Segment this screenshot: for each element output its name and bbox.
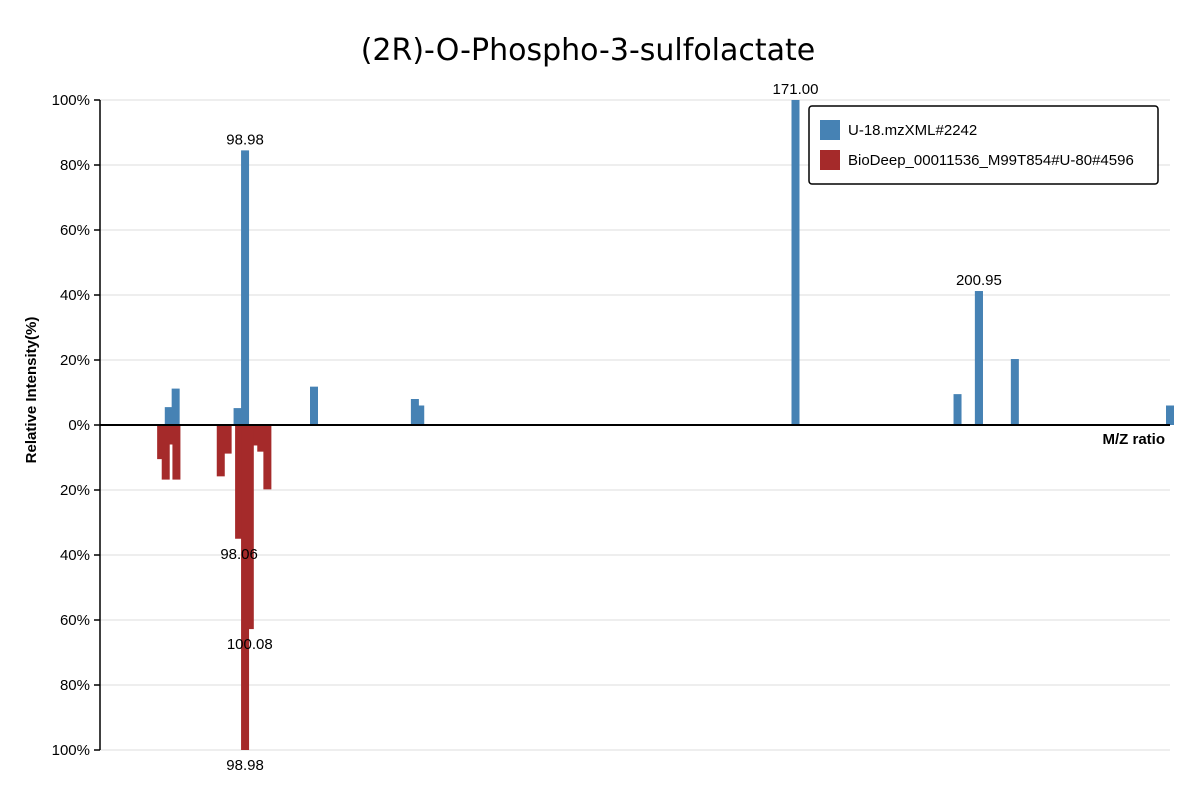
peak-label: 200.95 xyxy=(956,272,1002,289)
spectrum-bar xyxy=(245,425,254,630)
spectrum-bar xyxy=(974,291,983,425)
spectrum-bar xyxy=(223,425,232,454)
spectrum-bar xyxy=(233,408,242,425)
y-tick-label: 60% xyxy=(60,612,90,629)
spectrum-bar xyxy=(167,425,176,445)
spectrum-bar xyxy=(172,425,181,480)
spectrum-bar xyxy=(164,407,173,425)
peak-labels: 98.98 171.00 200.95 98.06 100.08 98.98 xyxy=(220,81,1002,774)
x-axis-label: M/Z ratio xyxy=(1103,431,1166,448)
peak-label: 98.98 xyxy=(226,757,264,774)
y-tick-label: 60% xyxy=(60,222,90,239)
spectrum-bar xyxy=(216,425,225,477)
y-tick-label: 100% xyxy=(52,92,90,109)
spectrum-bar xyxy=(791,100,800,425)
peak-label: 100.08 xyxy=(227,636,273,653)
spectrum-bar xyxy=(1166,405,1174,425)
spectrum-bar xyxy=(416,405,425,425)
spectrum-bar xyxy=(257,425,266,452)
spectrum-bar xyxy=(251,425,260,446)
bars xyxy=(157,100,1174,750)
y-tick-label: 40% xyxy=(60,287,90,304)
spectrum-bar xyxy=(161,425,170,480)
peak-label: 98.98 xyxy=(226,131,264,148)
y-tick-label: 20% xyxy=(60,482,90,499)
spectrum-bar xyxy=(310,386,318,425)
spectrum-bar xyxy=(241,425,250,750)
y-tick-label: 20% xyxy=(60,352,90,369)
peak-label: 98.06 xyxy=(220,546,258,563)
y-axis-label: Relative Intensity(%) xyxy=(23,317,40,464)
y-tick-label: 40% xyxy=(60,547,90,564)
spectrum-bar xyxy=(157,425,166,460)
spectrum-bar xyxy=(263,425,272,490)
legend-label-sample: U-18.mzXML#2242 xyxy=(848,122,977,139)
chart-title: (2R)-O-Phospho-3-sulfolactate xyxy=(361,33,816,68)
grid-lines xyxy=(100,99,1170,751)
legend-label-reference: BioDeep_00011536_M99T854#U-80#4596 xyxy=(848,152,1134,169)
legend-box xyxy=(808,105,1159,185)
spectrum-bar xyxy=(241,150,250,425)
peak-label: 171.00 xyxy=(773,81,819,98)
legend: U-18.mzXML#2242 BioDeep_00011536_M99T854… xyxy=(808,105,1159,185)
legend-swatch-sample xyxy=(820,120,840,140)
spectrum-bar xyxy=(235,425,244,539)
spectrum-bar xyxy=(410,399,419,425)
legend-swatch-reference xyxy=(820,150,840,170)
y-tick-label: 100% xyxy=(52,742,90,759)
y-ticks: 100% 80% 60% 40% 20% 0% 20% 40% 60% 80% 100% xyxy=(52,92,100,759)
y-tick-label: 80% xyxy=(60,677,90,694)
y-tick-label: 80% xyxy=(60,157,90,174)
spectrum-bar xyxy=(1010,359,1019,425)
y-tick-label: 0% xyxy=(68,417,90,434)
spectrum-bar xyxy=(171,388,180,425)
spectrum-bar xyxy=(953,394,962,425)
